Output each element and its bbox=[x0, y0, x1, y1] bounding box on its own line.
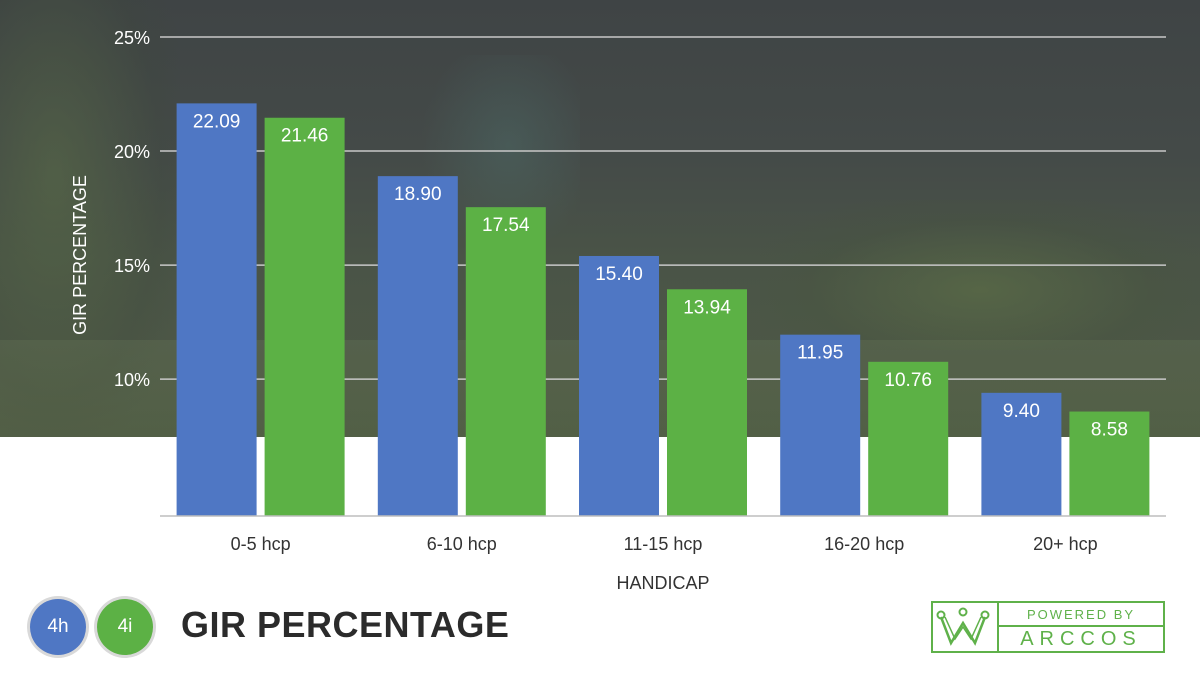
arccos-badge: POWERED BY ARCCOS bbox=[931, 601, 1165, 653]
bar-value-label: 9.40 bbox=[1003, 401, 1040, 422]
bar-4i-1 bbox=[465, 207, 546, 516]
bar-value-label: 22.09 bbox=[193, 111, 241, 132]
bar-value-label: 21.46 bbox=[281, 126, 329, 147]
bar-4h-2 bbox=[579, 255, 659, 516]
bar-value-label: 13.94 bbox=[683, 297, 731, 318]
bar-4h-1 bbox=[377, 176, 458, 516]
legend-label-4i: 4i bbox=[117, 616, 133, 637]
background-trees-right bbox=[760, 200, 1200, 350]
legend-marker-4h: 4h bbox=[30, 599, 86, 655]
bar-4i-4 bbox=[1069, 411, 1150, 516]
y-tick-label: 20% bbox=[114, 142, 150, 162]
brand-name: ARCCOS bbox=[1020, 627, 1142, 650]
chart-title: GIR PERCENTAGE bbox=[181, 604, 510, 645]
bar-value-label: 18.90 bbox=[394, 184, 442, 205]
bar-value-label: 15.40 bbox=[595, 264, 643, 285]
x-tick-labels: 0-5 hcp 6-10 hcp 11-15 hcp 16-20 hcp 20+ hcp bbox=[231, 534, 1098, 554]
y-tick-label: 15% bbox=[114, 256, 150, 276]
bar-4h-3 bbox=[780, 334, 861, 516]
arccos-crown-icon bbox=[936, 607, 990, 646]
bar-4h-4 bbox=[981, 392, 1062, 516]
x-tick-label: 0-5 hcp bbox=[231, 534, 291, 554]
legend-label-4h: 4h bbox=[47, 616, 69, 637]
y-tick-label: 10% bbox=[114, 370, 150, 390]
bar-4i-2 bbox=[667, 289, 747, 516]
bar-chart: 10% 15% 20% 25% 22.09 21.46 18.90 17.54 15.40 13… bbox=[70, 28, 1166, 593]
bar-value-label: 8.58 bbox=[1091, 420, 1128, 441]
bar-value-label: 10.76 bbox=[884, 370, 932, 391]
bar-value-label: 11.95 bbox=[797, 343, 843, 364]
bars: 22.09 21.46 18.90 17.54 15.40 13.94 11.95 10.76… bbox=[176, 103, 1150, 516]
bar-4h-0 bbox=[176, 103, 257, 516]
y-axis-title: GIR PERCENTAGE bbox=[70, 175, 90, 335]
x-tick-label: 6-10 hcp bbox=[427, 534, 497, 554]
arccos-logo-box bbox=[933, 603, 999, 651]
x-tick-label: 11-15 hcp bbox=[624, 534, 703, 554]
x-tick-label: 20+ hcp bbox=[1033, 534, 1098, 554]
x-tick-label: 16-20 hcp bbox=[824, 534, 904, 554]
y-tick-label: 25% bbox=[114, 28, 150, 48]
bar-4i-3 bbox=[868, 361, 949, 516]
y-tick-labels: 10% 15% 20% 25% bbox=[114, 28, 150, 390]
bar-value-label: 17.54 bbox=[482, 215, 530, 236]
legend-marker-4i: 4i bbox=[97, 599, 153, 655]
x-axis-title: HANDICAP bbox=[616, 573, 709, 593]
powered-by-text: POWERED BY bbox=[999, 603, 1163, 627]
bar-4i-0 bbox=[264, 117, 345, 516]
